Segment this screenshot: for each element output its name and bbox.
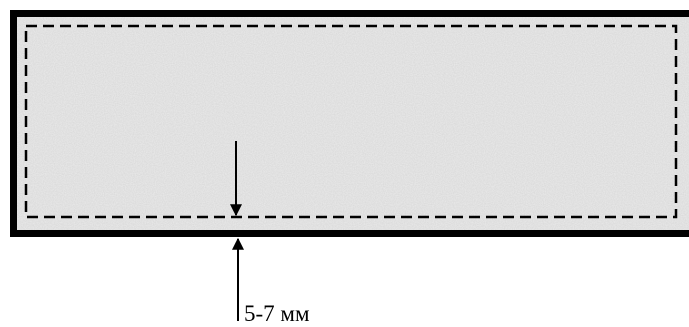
dimension-label: 5-7 мм [244, 301, 310, 326]
seam-line [24, 24, 678, 219]
panel-outline [10, 10, 689, 237]
fabric-texture [14, 14, 689, 233]
